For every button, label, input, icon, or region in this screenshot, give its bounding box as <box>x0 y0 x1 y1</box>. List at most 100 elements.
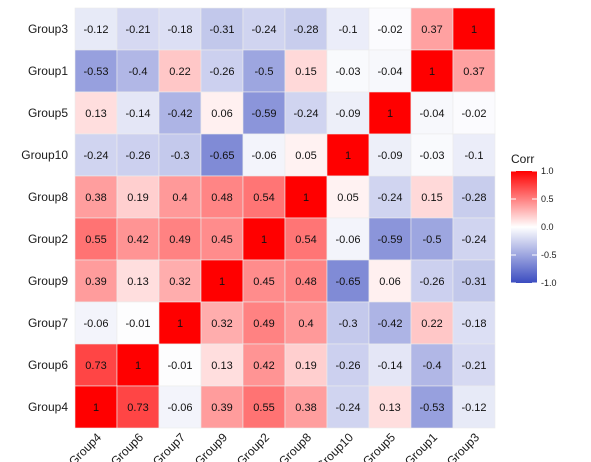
heatmap-cell <box>116 91 160 135</box>
cell-value-label: 0.13 <box>379 402 400 414</box>
heatmap-cell <box>368 385 412 429</box>
heatmap-cell <box>74 259 118 303</box>
heatmap-cell <box>410 91 454 135</box>
heatmap-cell <box>74 91 118 135</box>
column-label: Group2 <box>234 430 272 462</box>
heatmap-cell <box>368 259 412 303</box>
heatmap-cell <box>284 259 328 303</box>
cell-value-label: -0.65 <box>209 150 234 162</box>
heatmap-cell <box>284 385 328 429</box>
row-label: Group7 <box>28 316 68 330</box>
heatmap-cell <box>74 133 118 177</box>
cell-value-label: -0.31 <box>209 24 234 36</box>
heatmap-cell <box>368 49 412 93</box>
heatmap-cell <box>200 385 244 429</box>
heatmap-cell <box>116 175 160 219</box>
heatmap-cell <box>368 91 412 135</box>
heatmap-cell <box>410 133 454 177</box>
cell-value-label: -0.04 <box>377 66 402 78</box>
heatmap-cell <box>242 133 286 177</box>
heatmap-cell <box>158 301 202 345</box>
cell-value-label: 0.13 <box>127 276 148 288</box>
column-label: Group6 <box>108 430 146 462</box>
cell-value-label: -0.09 <box>335 108 360 120</box>
column-label: Group10 <box>313 430 356 462</box>
cell-value-label: -0.1 <box>339 24 358 36</box>
heatmap-cell <box>326 343 370 387</box>
heatmap-cell <box>74 385 118 429</box>
heatmap-cell <box>368 301 412 345</box>
heatmap-cell <box>242 217 286 261</box>
cell-value-label: -0.4 <box>129 66 148 78</box>
row-label: Group6 <box>28 358 68 372</box>
cell-value-label: 0.73 <box>127 402 148 414</box>
cell-value-label: 0.13 <box>211 360 232 372</box>
cell-value-label: -0.14 <box>377 360 402 372</box>
cell-value-label: -0.14 <box>125 108 150 120</box>
cell-value-label: -0.24 <box>377 192 402 204</box>
cell-value-label: 0.42 <box>253 360 274 372</box>
heatmap-cell <box>452 259 496 303</box>
cell-value-label: 1 <box>471 24 477 36</box>
column-label: Group8 <box>276 430 314 462</box>
heatmap-cell <box>368 175 412 219</box>
column-label: Group7 <box>150 430 188 462</box>
heatmap-cell <box>284 49 328 93</box>
legend-title: Corr <box>511 152 534 166</box>
cell-value-label: -0.5 <box>255 66 274 78</box>
cell-value-label: 0.54 <box>253 192 274 204</box>
legend-tick-label: 0.5 <box>541 194 554 204</box>
heatmap-cell <box>368 133 412 177</box>
heatmap-cell <box>452 301 496 345</box>
heatmap-cell <box>116 343 160 387</box>
cell-value-label: 1 <box>387 108 393 120</box>
heatmap-cell <box>410 343 454 387</box>
cell-value-label: 0.37 <box>421 24 442 36</box>
cell-value-label: -0.09 <box>377 150 402 162</box>
cell-value-label: -0.42 <box>377 318 402 330</box>
cell-value-label: -0.12 <box>461 402 486 414</box>
cell-value-label: 0.49 <box>169 234 190 246</box>
cell-value-label: 0.73 <box>85 360 106 372</box>
cell-value-label: -0.02 <box>377 24 402 36</box>
cell-value-label: 0.38 <box>295 402 316 414</box>
heatmap-cell <box>284 133 328 177</box>
legend-tick-label: 0.0 <box>541 222 554 232</box>
cell-value-label: -0.26 <box>209 66 234 78</box>
row-label: Group4 <box>28 400 68 414</box>
cell-value-label: -0.26 <box>335 360 360 372</box>
heatmap-cell <box>74 343 118 387</box>
cell-value-label: 1 <box>261 234 267 246</box>
legend-tick-label: 1.0 <box>541 166 554 176</box>
heatmap-cell <box>452 7 496 51</box>
row-label: Group8 <box>28 190 68 204</box>
cell-value-label: 0.06 <box>379 276 400 288</box>
heatmap-cell <box>410 175 454 219</box>
cell-value-label: -0.53 <box>419 402 444 414</box>
cell-value-label: -0.31 <box>461 276 486 288</box>
cell-value-label: -0.24 <box>461 234 486 246</box>
heatmap-cell <box>410 259 454 303</box>
legend-tick-label: -0.5 <box>541 250 557 260</box>
heatmap-cell <box>158 7 202 51</box>
heatmap-cell <box>410 217 454 261</box>
heatmap-cell <box>368 343 412 387</box>
cell-value-label: -0.06 <box>83 318 108 330</box>
cell-value-label: -0.06 <box>335 234 360 246</box>
heatmap-cell <box>116 301 160 345</box>
cell-value-label: -0.3 <box>171 150 190 162</box>
heatmap-cell <box>284 175 328 219</box>
cell-value-label: 0.37 <box>463 66 484 78</box>
cell-value-label: 0.13 <box>85 108 106 120</box>
heatmap-cell <box>200 301 244 345</box>
cell-value-label: -0.28 <box>461 192 486 204</box>
heatmap-cell <box>200 259 244 303</box>
cell-value-label: 0.54 <box>295 234 316 246</box>
heatmap-cell <box>284 301 328 345</box>
cell-value-label: -0.02 <box>461 108 486 120</box>
cell-value-label: 0.05 <box>295 150 316 162</box>
cell-value-label: -0.28 <box>293 24 318 36</box>
heatmap-cell <box>200 343 244 387</box>
heatmap-cell <box>74 7 118 51</box>
legend-ticks: 1.0 0.5 0.0 -0.5 -1.0 <box>511 166 557 288</box>
